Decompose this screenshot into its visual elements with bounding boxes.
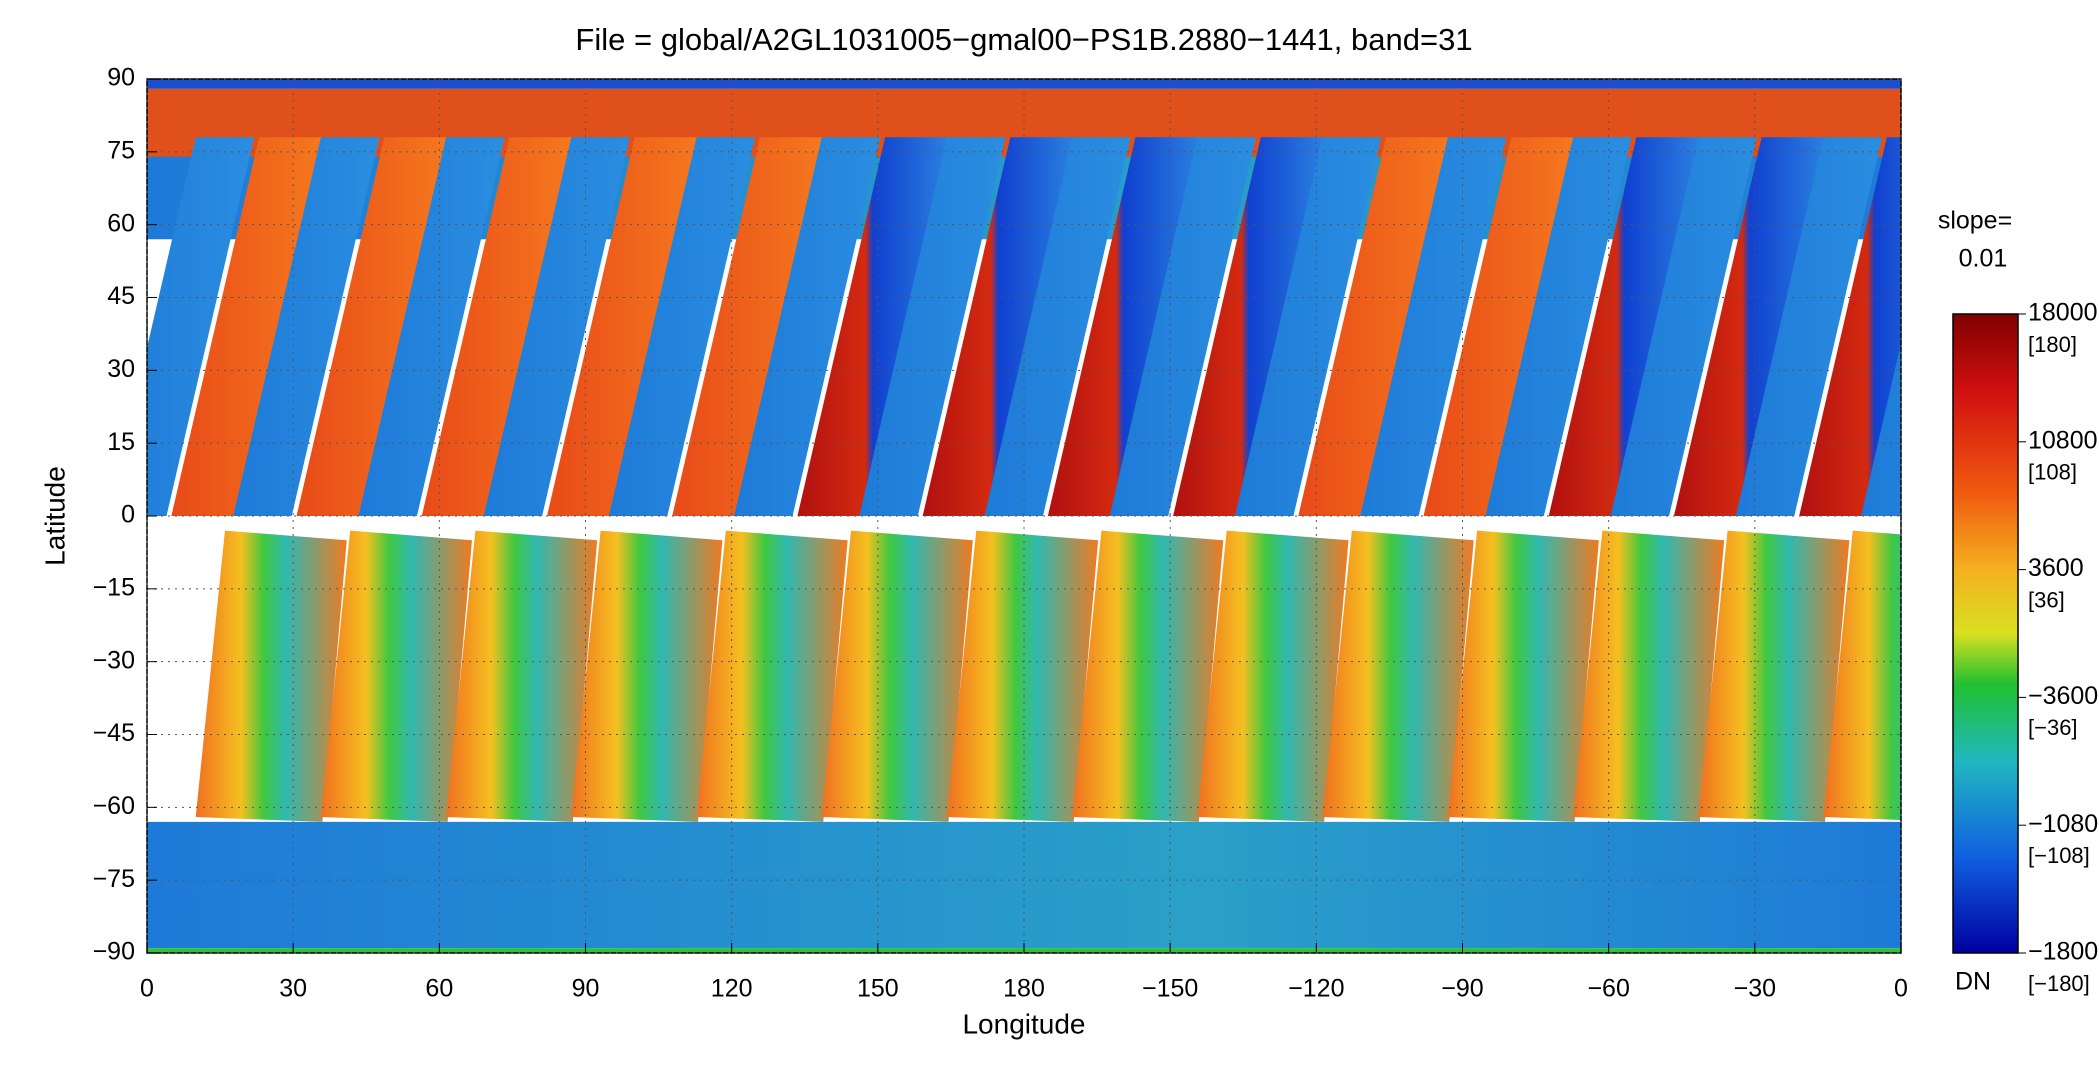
south-swath bbox=[571, 530, 723, 822]
colorbar-tick-label: −18000 bbox=[2028, 938, 2099, 966]
south-swath bbox=[821, 530, 973, 822]
north-swath bbox=[1861, 343, 1901, 516]
colorbar-tick-label: 3600 bbox=[2028, 554, 2084, 582]
colorbar-tick-label: 18000 bbox=[2028, 299, 2098, 327]
colorbar-tick-label: 10800 bbox=[2028, 426, 2098, 454]
x-tick-label: 150 bbox=[857, 975, 899, 1003]
north-swath bbox=[1735, 137, 1882, 516]
north-swath bbox=[233, 137, 380, 516]
north-swath bbox=[734, 137, 881, 516]
x-tick-label: −30 bbox=[1734, 975, 1776, 1003]
north-swath bbox=[147, 137, 255, 516]
north-swath bbox=[1360, 137, 1507, 516]
y-tick-label: −30 bbox=[93, 646, 135, 674]
north-swath bbox=[358, 137, 505, 516]
north-swath bbox=[859, 137, 1006, 516]
colorbar-bracket-label: [36] bbox=[2028, 587, 2065, 612]
x-tick-label: 120 bbox=[711, 975, 753, 1003]
x-tick-label: −90 bbox=[1441, 975, 1483, 1003]
y-tick-label: 75 bbox=[107, 136, 135, 164]
north-swath bbox=[1298, 137, 1450, 516]
north-swath bbox=[1234, 137, 1382, 516]
south-swath bbox=[1197, 530, 1349, 822]
y-tick-label: 60 bbox=[107, 209, 135, 237]
south-swath bbox=[195, 530, 347, 822]
colorbar-bracket-label: [108] bbox=[2028, 460, 2077, 485]
north-swath bbox=[1610, 137, 1757, 516]
south-swath bbox=[1698, 530, 1850, 822]
north-swath bbox=[797, 137, 949, 516]
y-tick-label: 15 bbox=[107, 428, 135, 456]
south-swath bbox=[947, 530, 1099, 822]
x-tick-label: 0 bbox=[1894, 975, 1908, 1003]
unit-label: DN bbox=[1955, 968, 1991, 996]
north-swath bbox=[1173, 137, 1325, 516]
y-tick-label: −75 bbox=[93, 865, 135, 893]
colorbar-bracket-label: [−108] bbox=[2028, 843, 2090, 868]
y-tick-label: −45 bbox=[93, 719, 135, 747]
north-swath bbox=[1423, 137, 1575, 516]
south-swath bbox=[1322, 530, 1474, 822]
north-swath bbox=[296, 137, 448, 516]
north-swath bbox=[1799, 137, 1901, 516]
north-swath bbox=[547, 137, 699, 516]
y-tick-label: 30 bbox=[107, 355, 135, 383]
colorbar-bracket-label: [−36] bbox=[2028, 715, 2078, 740]
x-tick-label: 60 bbox=[425, 975, 453, 1003]
slope-value: 0.01 bbox=[1959, 245, 2008, 273]
x-tick-label: −150 bbox=[1142, 975, 1198, 1003]
south-swath bbox=[1573, 530, 1725, 822]
y-tick-label: 0 bbox=[121, 501, 135, 529]
north-swath bbox=[672, 137, 824, 516]
x-tick-label: 0 bbox=[140, 975, 154, 1003]
north-swath bbox=[171, 137, 323, 516]
slope-label: slope= bbox=[1938, 207, 2012, 235]
y-tick-label: −90 bbox=[93, 938, 135, 966]
colorbar-bracket-label: [180] bbox=[2028, 332, 2077, 357]
y-tick-label: −15 bbox=[93, 573, 135, 601]
colorbar-tick-label: −10800 bbox=[2028, 810, 2099, 838]
y-tick-label: 45 bbox=[107, 282, 135, 310]
north-swath bbox=[1047, 137, 1199, 516]
south-swath bbox=[320, 530, 472, 822]
x-tick-label: −120 bbox=[1288, 975, 1344, 1003]
north-swath bbox=[421, 137, 573, 516]
north-swath bbox=[922, 137, 1074, 516]
x-axis-label: Longitude bbox=[962, 1008, 1085, 1039]
south-swath bbox=[446, 530, 598, 822]
north-swath bbox=[608, 137, 756, 516]
south-swath bbox=[1823, 530, 1901, 821]
south-swath bbox=[1447, 530, 1599, 822]
north-swath bbox=[1485, 137, 1632, 516]
colorbar bbox=[1952, 313, 2019, 954]
x-tick-label: 180 bbox=[1003, 975, 1045, 1003]
title: File = global/A2GL1031005−gmal00−PS1B.28… bbox=[575, 22, 1472, 57]
x-tick-label: 30 bbox=[279, 975, 307, 1003]
x-tick-label: 90 bbox=[572, 975, 600, 1003]
south-swath bbox=[696, 530, 848, 822]
colorbar-bracket-label: [−180] bbox=[2028, 971, 2090, 996]
y-tick-label: −60 bbox=[93, 792, 135, 820]
x-tick-label: −60 bbox=[1587, 975, 1629, 1003]
north-swath bbox=[1548, 137, 1700, 516]
y-tick-label: 90 bbox=[107, 64, 135, 92]
north-swath bbox=[1109, 137, 1256, 516]
north-swath bbox=[483, 137, 630, 516]
colorbar-tick-label: −3600 bbox=[2028, 682, 2098, 710]
y-axis-label: Latitude bbox=[39, 466, 70, 566]
south-swath bbox=[1072, 530, 1224, 822]
axes: 0 30 60 90 120 150 180 −150 −120 −90 −60 −30 0907560… bbox=[93, 64, 1908, 1003]
north-swath bbox=[984, 137, 1131, 516]
north-swath bbox=[1673, 137, 1825, 516]
